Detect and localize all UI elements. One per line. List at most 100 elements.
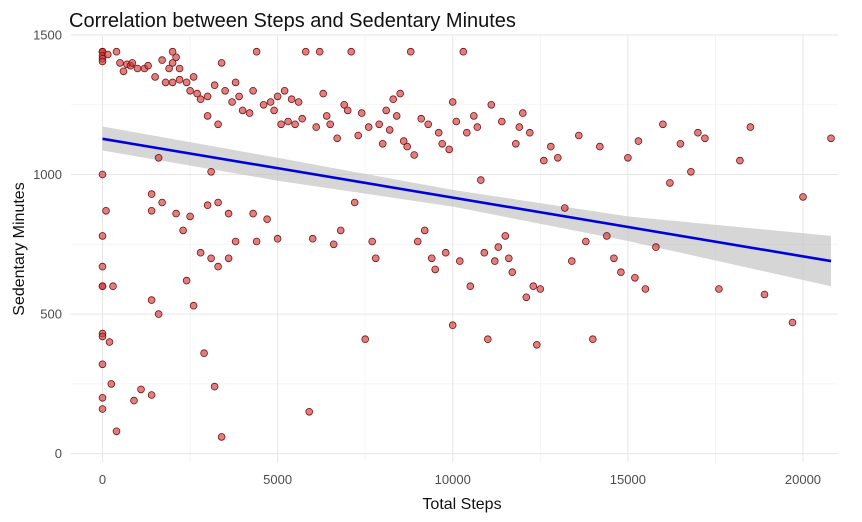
data-point	[375, 120, 384, 129]
data-point	[175, 75, 184, 84]
data-point	[203, 112, 212, 120]
data-point	[501, 232, 510, 240]
data-point	[221, 87, 229, 95]
data-point	[186, 87, 194, 95]
data-point	[473, 123, 482, 131]
data-point	[624, 154, 632, 162]
data-point	[259, 101, 268, 109]
data-point	[529, 282, 538, 291]
data-point	[371, 254, 380, 263]
data-point	[154, 310, 163, 318]
data-point	[203, 92, 212, 101]
data-point	[827, 134, 835, 143]
data-point	[343, 106, 352, 115]
data-point	[504, 254, 513, 263]
data-point	[107, 380, 116, 388]
y-tick-labels: 0 500 1000 1500	[33, 28, 62, 462]
data-point	[182, 78, 191, 87]
data-point	[186, 212, 194, 221]
data-point	[333, 134, 342, 143]
data-point	[203, 201, 212, 210]
data-point	[427, 254, 436, 263]
data-point	[539, 156, 548, 165]
data-point	[263, 215, 271, 224]
data-point	[536, 285, 545, 293]
data-point	[280, 87, 289, 95]
data-point	[235, 92, 243, 101]
points-layer	[98, 47, 835, 441]
data-point	[193, 89, 201, 98]
data-point	[480, 248, 489, 257]
data-point	[410, 151, 419, 159]
trend-line	[102, 137, 832, 263]
data-point	[137, 385, 145, 394]
data-point	[413, 237, 422, 246]
data-point	[799, 193, 807, 201]
data-point	[462, 128, 471, 137]
data-point	[238, 106, 247, 115]
data-point	[595, 142, 604, 151]
data-point	[483, 335, 492, 344]
data-point	[196, 95, 205, 103]
data-point	[98, 360, 107, 369]
data-point	[508, 268, 517, 277]
data-point	[581, 237, 590, 246]
data-point	[207, 254, 215, 263]
data-point	[147, 207, 156, 215]
data-point	[448, 98, 457, 106]
data-point	[452, 117, 461, 126]
data-point	[448, 321, 457, 330]
data-point	[252, 47, 261, 56]
data-point	[329, 240, 338, 249]
data-point	[417, 114, 426, 123]
data-point	[588, 335, 597, 344]
data-point	[312, 123, 321, 131]
data-point	[119, 67, 128, 76]
data-point	[252, 237, 261, 246]
data-point	[105, 338, 114, 346]
y-tick-label: 1500	[33, 28, 62, 43]
data-point	[294, 98, 303, 106]
data-point	[168, 78, 177, 87]
confidence-band	[102, 126, 831, 287]
data-point	[104, 50, 112, 59]
x-axis-title: Total Steps	[422, 496, 501, 513]
data-point	[455, 257, 464, 265]
data-point	[666, 179, 674, 187]
grid	[71, 34, 838, 462]
data-point	[287, 95, 296, 103]
data-point	[189, 301, 198, 310]
data-point	[326, 120, 335, 129]
data-point	[165, 64, 173, 73]
data-point	[98, 57, 107, 66]
data-point	[182, 276, 191, 285]
data-point	[610, 254, 618, 263]
data-point	[469, 112, 478, 120]
data-point	[399, 137, 408, 145]
data-point	[102, 207, 110, 215]
data-point	[98, 393, 107, 402]
data-point	[361, 335, 370, 344]
data-point	[151, 73, 159, 81]
data-point	[476, 176, 485, 184]
x-tick-labels: 0 5000 10000 15000 20000	[99, 472, 821, 487]
data-point	[130, 396, 138, 405]
data-point	[214, 198, 222, 207]
data-point	[406, 47, 415, 56]
data-point	[266, 98, 275, 106]
data-point	[378, 140, 387, 148]
data-point	[228, 98, 236, 106]
chart-title: Correlation between Steps and Sedentary …	[69, 10, 516, 32]
data-point	[701, 134, 709, 143]
data-point	[147, 391, 156, 399]
data-point	[497, 117, 506, 126]
data-point	[315, 47, 324, 56]
data-point	[652, 243, 660, 251]
data-point	[224, 254, 233, 263]
data-point	[602, 232, 611, 240]
data-point	[98, 232, 107, 240]
data-point	[98, 332, 107, 341]
data-point	[694, 128, 702, 137]
data-point	[532, 340, 541, 349]
